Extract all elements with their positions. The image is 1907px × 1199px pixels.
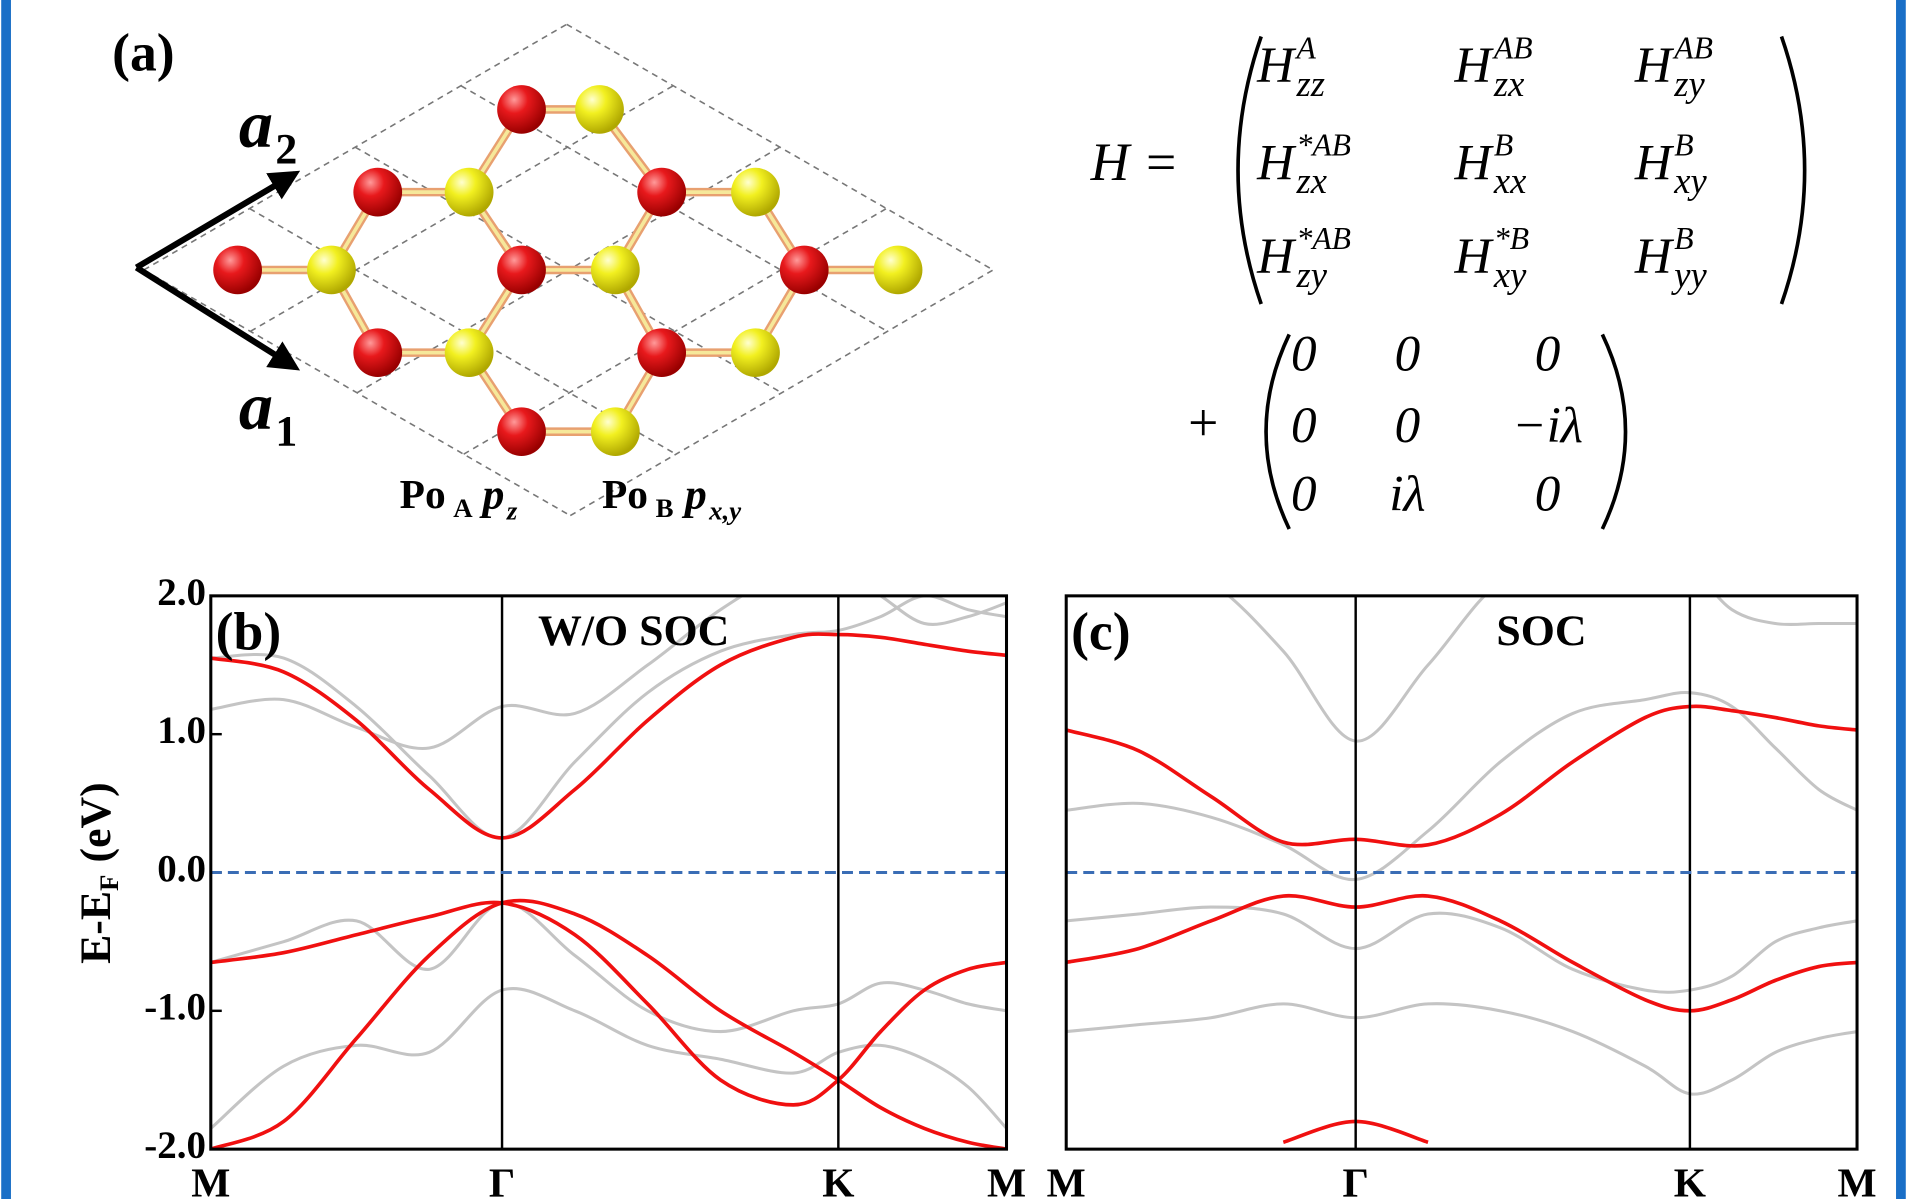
atom-b	[731, 168, 780, 217]
figure: (a)a2a1PoApzPoBpx,y H =HAzzHABzxHABzyH*A…	[0, 0, 1907, 1199]
entry-sup: B	[1494, 128, 1513, 163]
entry-sub: zx	[1296, 160, 1327, 201]
atom-a	[637, 168, 686, 217]
atom-a	[637, 328, 686, 377]
entry-base: H	[1256, 37, 1297, 94]
entry-sub: xx	[1493, 160, 1526, 201]
vector-name: a	[239, 86, 273, 162]
orbital-name: p	[681, 471, 707, 519]
annotation: SOC	[1496, 607, 1586, 655]
atom-b	[445, 168, 494, 217]
panel-label: (b)	[216, 602, 282, 662]
atom-b	[731, 328, 780, 377]
soc-entry: −iλ	[1512, 397, 1583, 454]
x-tick-label: M	[1837, 1159, 1876, 1199]
soc-entry: 0	[1535, 465, 1561, 522]
entry-base: H	[1634, 37, 1675, 94]
entry-sub: yy	[1670, 254, 1707, 295]
atom-b	[445, 328, 494, 377]
y-label-sub: F	[94, 875, 124, 891]
atom-b	[575, 85, 624, 134]
annotation: W/O SOC	[538, 607, 729, 655]
entry-base: H	[1256, 135, 1297, 192]
vector-name: a	[239, 368, 273, 444]
entry-base: H	[1634, 228, 1675, 285]
x-tick-label: M	[1047, 1159, 1086, 1199]
y-tick-label: 1.0	[157, 709, 206, 752]
entry-base: H	[1256, 228, 1297, 285]
x-tick-label: Γ	[489, 1159, 515, 1199]
atom-name: Po	[400, 471, 446, 517]
entry-sup: B	[1674, 128, 1693, 163]
entry-sub: xy	[1673, 160, 1707, 201]
y-tick-label: -1.0	[144, 986, 206, 1029]
atom-a	[497, 246, 546, 295]
panel-label: (c)	[1071, 602, 1130, 662]
vector-index: 2	[275, 125, 297, 173]
soc-entry: 0	[1395, 325, 1421, 382]
entry-sub: zz	[1296, 63, 1325, 104]
panel-label: (a)	[112, 23, 175, 83]
x-tick-label: K	[822, 1159, 854, 1199]
y-label-unit: (eV)	[72, 782, 120, 862]
atom-name: Po	[602, 471, 648, 517]
x-tick-label: K	[1674, 1159, 1706, 1199]
y-tick-label: 2.0	[157, 571, 206, 614]
entry-sup: AB	[1672, 30, 1713, 65]
entry-sup: *B	[1494, 221, 1529, 256]
y-tick-label: 0.0	[157, 847, 206, 890]
atom-b	[591, 246, 640, 295]
entry-base: H	[1454, 135, 1495, 192]
orbital-name: p	[479, 471, 505, 519]
soc-entry: iλ	[1389, 465, 1425, 522]
x-tick-label: Γ	[1342, 1159, 1368, 1199]
atom-a	[497, 407, 546, 456]
soc-entry: 0	[1395, 397, 1421, 454]
soc-entry: 0	[1291, 397, 1317, 454]
soc-entry: 0	[1291, 325, 1317, 382]
entry-sub: zx	[1493, 63, 1524, 104]
atom-a	[213, 246, 262, 295]
atom-a	[497, 85, 546, 134]
atom-index: B	[656, 493, 674, 523]
entry-sub: zy	[1296, 254, 1328, 295]
plus: +	[1188, 392, 1218, 452]
atom-a	[353, 168, 402, 217]
orbital-index: z	[506, 495, 518, 525]
x-tick-label: M	[987, 1159, 1026, 1199]
vector-index: 1	[275, 407, 297, 455]
entry-sub: xy	[1493, 254, 1527, 295]
y-label-main: E-E	[72, 891, 120, 964]
atom-b	[591, 407, 640, 456]
lhs: H =	[1090, 132, 1179, 192]
entry-base: H	[1454, 37, 1495, 94]
soc-entry: 0	[1291, 465, 1317, 522]
entry-base: H	[1634, 135, 1675, 192]
soc-entry: 0	[1535, 325, 1561, 382]
entry-sup: AB	[1492, 30, 1533, 65]
entry-sup: *AB	[1297, 221, 1352, 256]
atom-a	[353, 328, 402, 377]
atom-b	[874, 246, 923, 295]
entry-sup: A	[1295, 30, 1317, 65]
atom-b	[307, 246, 356, 295]
orbital-index: x,y	[708, 495, 741, 525]
entry-sub: zy	[1673, 63, 1705, 104]
y-tick-label: -2.0	[144, 1124, 206, 1167]
atom-a	[780, 246, 829, 295]
entry-base: H	[1454, 228, 1495, 285]
atom-index: A	[453, 493, 473, 523]
entry-sup: B	[1674, 221, 1693, 256]
entry-sup: *AB	[1297, 128, 1352, 163]
